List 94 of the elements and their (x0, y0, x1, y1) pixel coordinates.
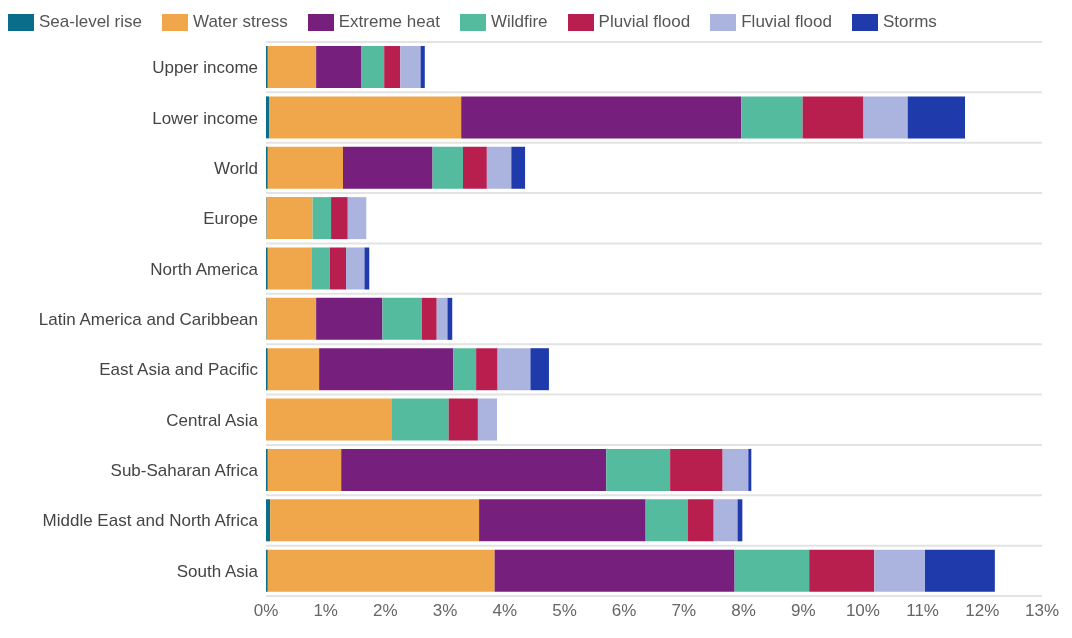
legend-label: Extreme heat (338, 12, 440, 32)
legend-label: Fluvial flood (741, 12, 832, 32)
bar (479, 499, 646, 542)
x-tick-label: 4% (492, 601, 518, 621)
bar (343, 146, 433, 189)
bar (477, 398, 498, 441)
bar (347, 197, 367, 240)
bar (670, 448, 723, 491)
bar (476, 348, 498, 391)
y-tick-label: Latin America and Caribbean (38, 310, 258, 330)
bar (319, 348, 454, 391)
x-tick-label: 7% (671, 601, 697, 621)
x-tick-label: 5% (552, 601, 577, 621)
x-tick-label: 3% (432, 601, 458, 621)
bar (364, 247, 370, 290)
y-tick-label: World (213, 158, 258, 178)
legend-label: Sea-level rise (39, 12, 142, 32)
bar (316, 297, 383, 340)
bar (453, 348, 477, 391)
y-tick-label: Central Asia (166, 410, 259, 430)
bar (266, 398, 392, 441)
bar (420, 46, 425, 89)
bar (316, 46, 362, 89)
legend-label: Pluvial flood (598, 12, 691, 32)
bar (802, 96, 864, 139)
bar (266, 197, 313, 240)
bar (421, 297, 437, 340)
bar (462, 146, 487, 189)
bar (748, 448, 752, 491)
bar (436, 297, 448, 340)
bar (267, 549, 495, 592)
x-tick-label: 1% (313, 601, 338, 621)
y-tick-label: Sub-Saharan Africa (110, 461, 259, 481)
bar (400, 46, 421, 89)
bar (688, 499, 714, 542)
bar (268, 96, 462, 139)
x-tick-label: 11% (906, 601, 939, 621)
bar (267, 448, 342, 491)
bar (863, 96, 908, 139)
bar (382, 297, 422, 340)
bar (329, 247, 346, 290)
bar (267, 46, 317, 89)
bar (311, 247, 330, 290)
legend-label: Storms (882, 12, 937, 32)
x-tick-label: 0% (253, 601, 279, 621)
y-tick-label: Lower income (152, 108, 258, 128)
x-tick-label: 9% (790, 601, 816, 621)
bar (345, 247, 365, 290)
bar (312, 197, 332, 240)
bar (722, 448, 749, 491)
x-tick-label: 12% (965, 601, 1000, 621)
bar (461, 96, 742, 139)
bar (270, 499, 480, 542)
bar (809, 549, 875, 592)
y-tick-label: South Asia (176, 561, 259, 581)
legend-label: Water stress (193, 12, 288, 32)
bar (874, 549, 925, 592)
bar (486, 146, 512, 189)
y-tick-label: Upper income (152, 58, 258, 78)
y-tick-label: Europe (203, 209, 258, 229)
bar (645, 499, 689, 542)
bar (341, 448, 607, 491)
bar (606, 448, 671, 491)
bar (713, 499, 738, 542)
bar (331, 197, 348, 240)
bar (447, 297, 453, 340)
bar (266, 499, 271, 542)
bar (267, 348, 320, 391)
bar (494, 549, 735, 592)
bar (432, 146, 463, 189)
bar (267, 146, 343, 189)
bar (267, 247, 312, 290)
x-tick-label: 2% (373, 601, 398, 621)
y-tick-label: East Asia and Pacific (99, 360, 259, 380)
y-tick-label: North America (150, 259, 259, 279)
bar (448, 398, 478, 441)
bar (266, 96, 269, 139)
bar (907, 96, 965, 139)
bar (497, 348, 531, 391)
bar (741, 96, 803, 139)
bar (734, 549, 810, 592)
bar (384, 46, 401, 89)
x-tick-label: 10% (845, 601, 880, 621)
bar (530, 348, 549, 391)
bar (361, 46, 385, 89)
legend-label: Wildfire (490, 12, 548, 32)
bar (511, 146, 526, 189)
bar (266, 297, 317, 340)
bar (925, 549, 995, 592)
y-tick-label: Middle East and North Africa (42, 511, 259, 531)
x-tick-label: 8% (731, 601, 756, 621)
x-tick-label: 6% (611, 601, 637, 621)
bar (391, 398, 449, 441)
x-tick-label: 13% (1024, 601, 1060, 621)
